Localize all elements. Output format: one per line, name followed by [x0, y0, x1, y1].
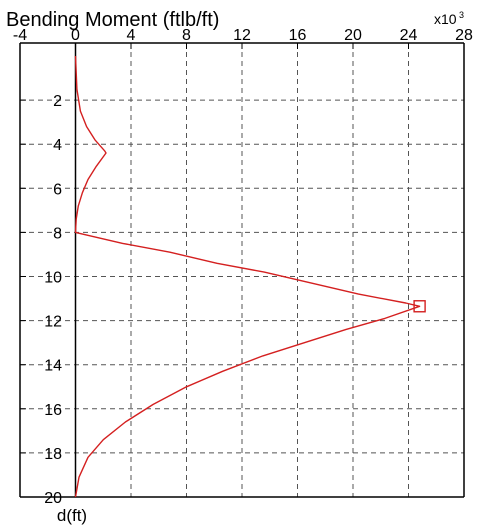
x-multiplier-exponent: 3	[459, 10, 464, 20]
x-tick-label: 24	[400, 27, 418, 44]
y-tick-label: 16	[44, 402, 62, 419]
x-tick-label: 12	[233, 27, 251, 44]
x-tick-label: 28	[455, 27, 473, 44]
series-layer	[74, 55, 426, 498]
y-tick-label: 14	[44, 358, 62, 375]
y-tick-label: 18	[44, 446, 62, 463]
x-tick-label: 16	[289, 27, 307, 44]
chart-title: Bending Moment (ftlb/ft)	[6, 9, 219, 31]
y-tick-label: 10	[44, 270, 62, 287]
y-tick-label: 12	[44, 314, 62, 331]
x-tick-label: 8	[182, 27, 191, 44]
x-tick-label: 4	[127, 27, 136, 44]
y-tick-label: 4	[53, 137, 62, 154]
y-tick-label: 8	[53, 225, 62, 242]
x-tick-label: 0	[71, 27, 80, 44]
y-tick-label: 2	[53, 93, 62, 110]
y-tick-label: 6	[53, 181, 62, 198]
x-tick-label: -4	[13, 27, 27, 44]
bending-moment-series-line	[74, 55, 421, 498]
x-multiplier-label: x10	[434, 11, 457, 27]
x-tick-label: 20	[344, 27, 362, 44]
y-tick-label: 20	[44, 490, 62, 507]
axes	[19, 42, 465, 498]
max-moment-marker	[413, 300, 426, 313]
grid	[20, 43, 464, 497]
y-axis-label: d(ft)	[57, 506, 87, 525]
